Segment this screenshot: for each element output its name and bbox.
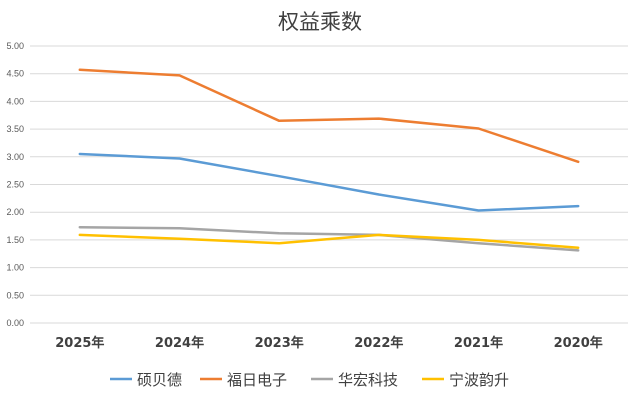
x-tick-label: 2024年 xyxy=(155,335,204,351)
x-tick-label: 2021年 xyxy=(454,335,503,351)
y-tick-label: 3.00 xyxy=(6,152,24,162)
x-axis-ticks: 2025年 2024年 2023年 2022年 2021年 2020年 xyxy=(55,335,603,351)
x-tick-label: 2025年 xyxy=(55,335,104,351)
x-tick-label: 2023年 xyxy=(255,335,304,351)
y-tick-label: 4.50 xyxy=(6,69,24,79)
series-line xyxy=(78,233,580,249)
legend-label: 华宏科技 xyxy=(338,371,398,389)
x-tick-label: 2020年 xyxy=(554,335,603,351)
legend: 硕贝德 福日电子 华宏科技 宁波韵升 xyxy=(110,371,509,389)
series-line xyxy=(78,225,580,252)
y-tick-label: 2.00 xyxy=(6,207,24,217)
y-tick-label: 5.00 xyxy=(6,41,24,51)
y-tick-label: 1.00 xyxy=(6,263,24,273)
series-line xyxy=(78,68,580,164)
x-tick-label: 2022年 xyxy=(354,335,403,351)
y-tick-label: 0.50 xyxy=(6,290,24,300)
series-line xyxy=(78,152,580,212)
y-tick-label: 3.50 xyxy=(6,124,24,134)
legend-label: 福日电子 xyxy=(227,371,287,389)
chart-title: 权益乘数 xyxy=(278,10,362,34)
y-tick-label: 2.50 xyxy=(6,180,24,190)
legend-label: 硕贝德 xyxy=(137,371,182,389)
legend-label: 宁波韵升 xyxy=(449,371,509,389)
series-lines xyxy=(78,68,580,252)
y-tick-label: 0.00 xyxy=(6,318,24,328)
y-axis-ticks: 0.00 0.50 1.00 1.50 2.00 2.50 3.00 3.50 4.00 4.50… xyxy=(6,41,24,328)
y-tick-label: 1.50 xyxy=(6,235,24,245)
y-tick-label: 4.00 xyxy=(6,96,24,106)
